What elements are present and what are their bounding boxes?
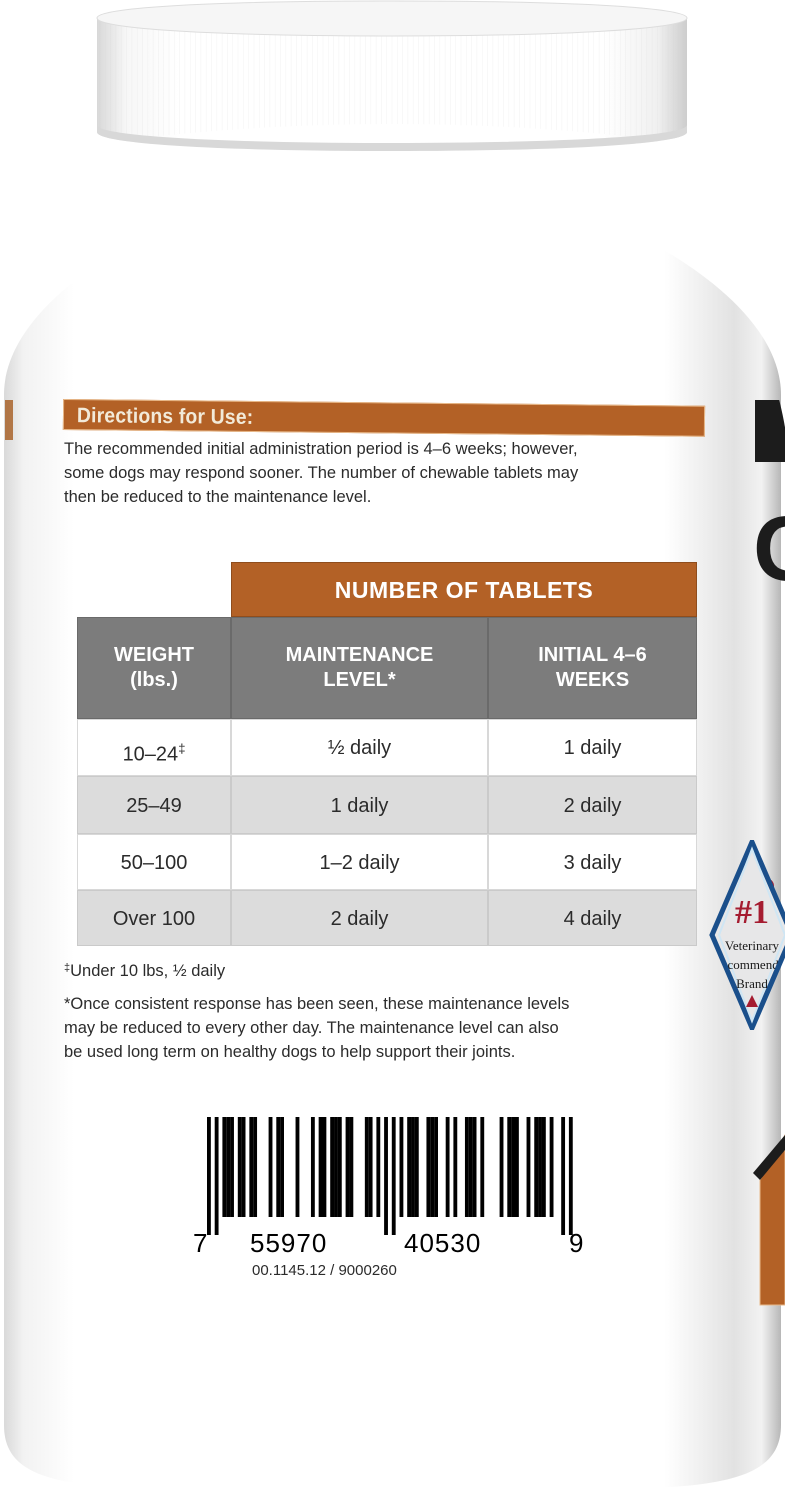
svg-text:7: 7	[193, 1228, 207, 1257]
svg-text:#1: #1	[735, 894, 769, 931]
svg-text:40530: 40530	[404, 1228, 481, 1257]
svg-text:Veterinary: Veterinary	[725, 938, 780, 953]
svg-text:55970: 55970	[250, 1228, 327, 1257]
svg-text:CO: CO	[753, 498, 785, 600]
svg-text:9: 9	[569, 1228, 583, 1257]
svg-text:Brand: Brand	[736, 976, 768, 991]
